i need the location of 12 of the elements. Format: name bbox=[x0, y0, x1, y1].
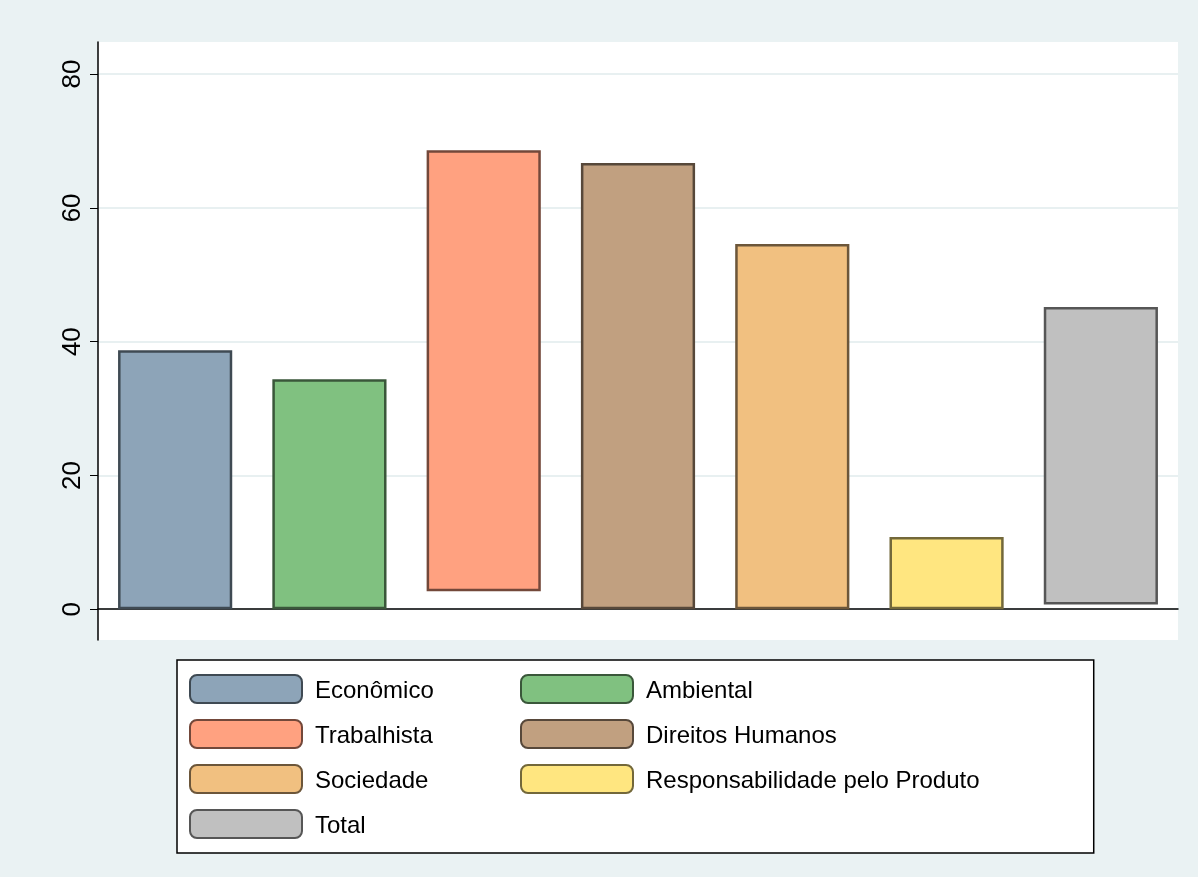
y-tick-label: 40 bbox=[56, 327, 86, 357]
y-tick-label: 20 bbox=[56, 460, 86, 490]
legend-label: Trabalhista bbox=[315, 720, 434, 748]
y-tick-label: 80 bbox=[56, 59, 86, 89]
legend-label: Direitos Humanos bbox=[646, 720, 837, 748]
y-tick-label: 0 bbox=[56, 602, 86, 617]
y-tick-label: 60 bbox=[56, 193, 86, 223]
legend-label: Sociedade bbox=[315, 765, 429, 793]
legend-label: Econômico bbox=[315, 675, 434, 703]
legend-label: Ambiental bbox=[646, 675, 753, 703]
legend-label: Responsabilidade pelo Produto bbox=[646, 765, 980, 793]
legend-label: Total bbox=[315, 810, 366, 838]
